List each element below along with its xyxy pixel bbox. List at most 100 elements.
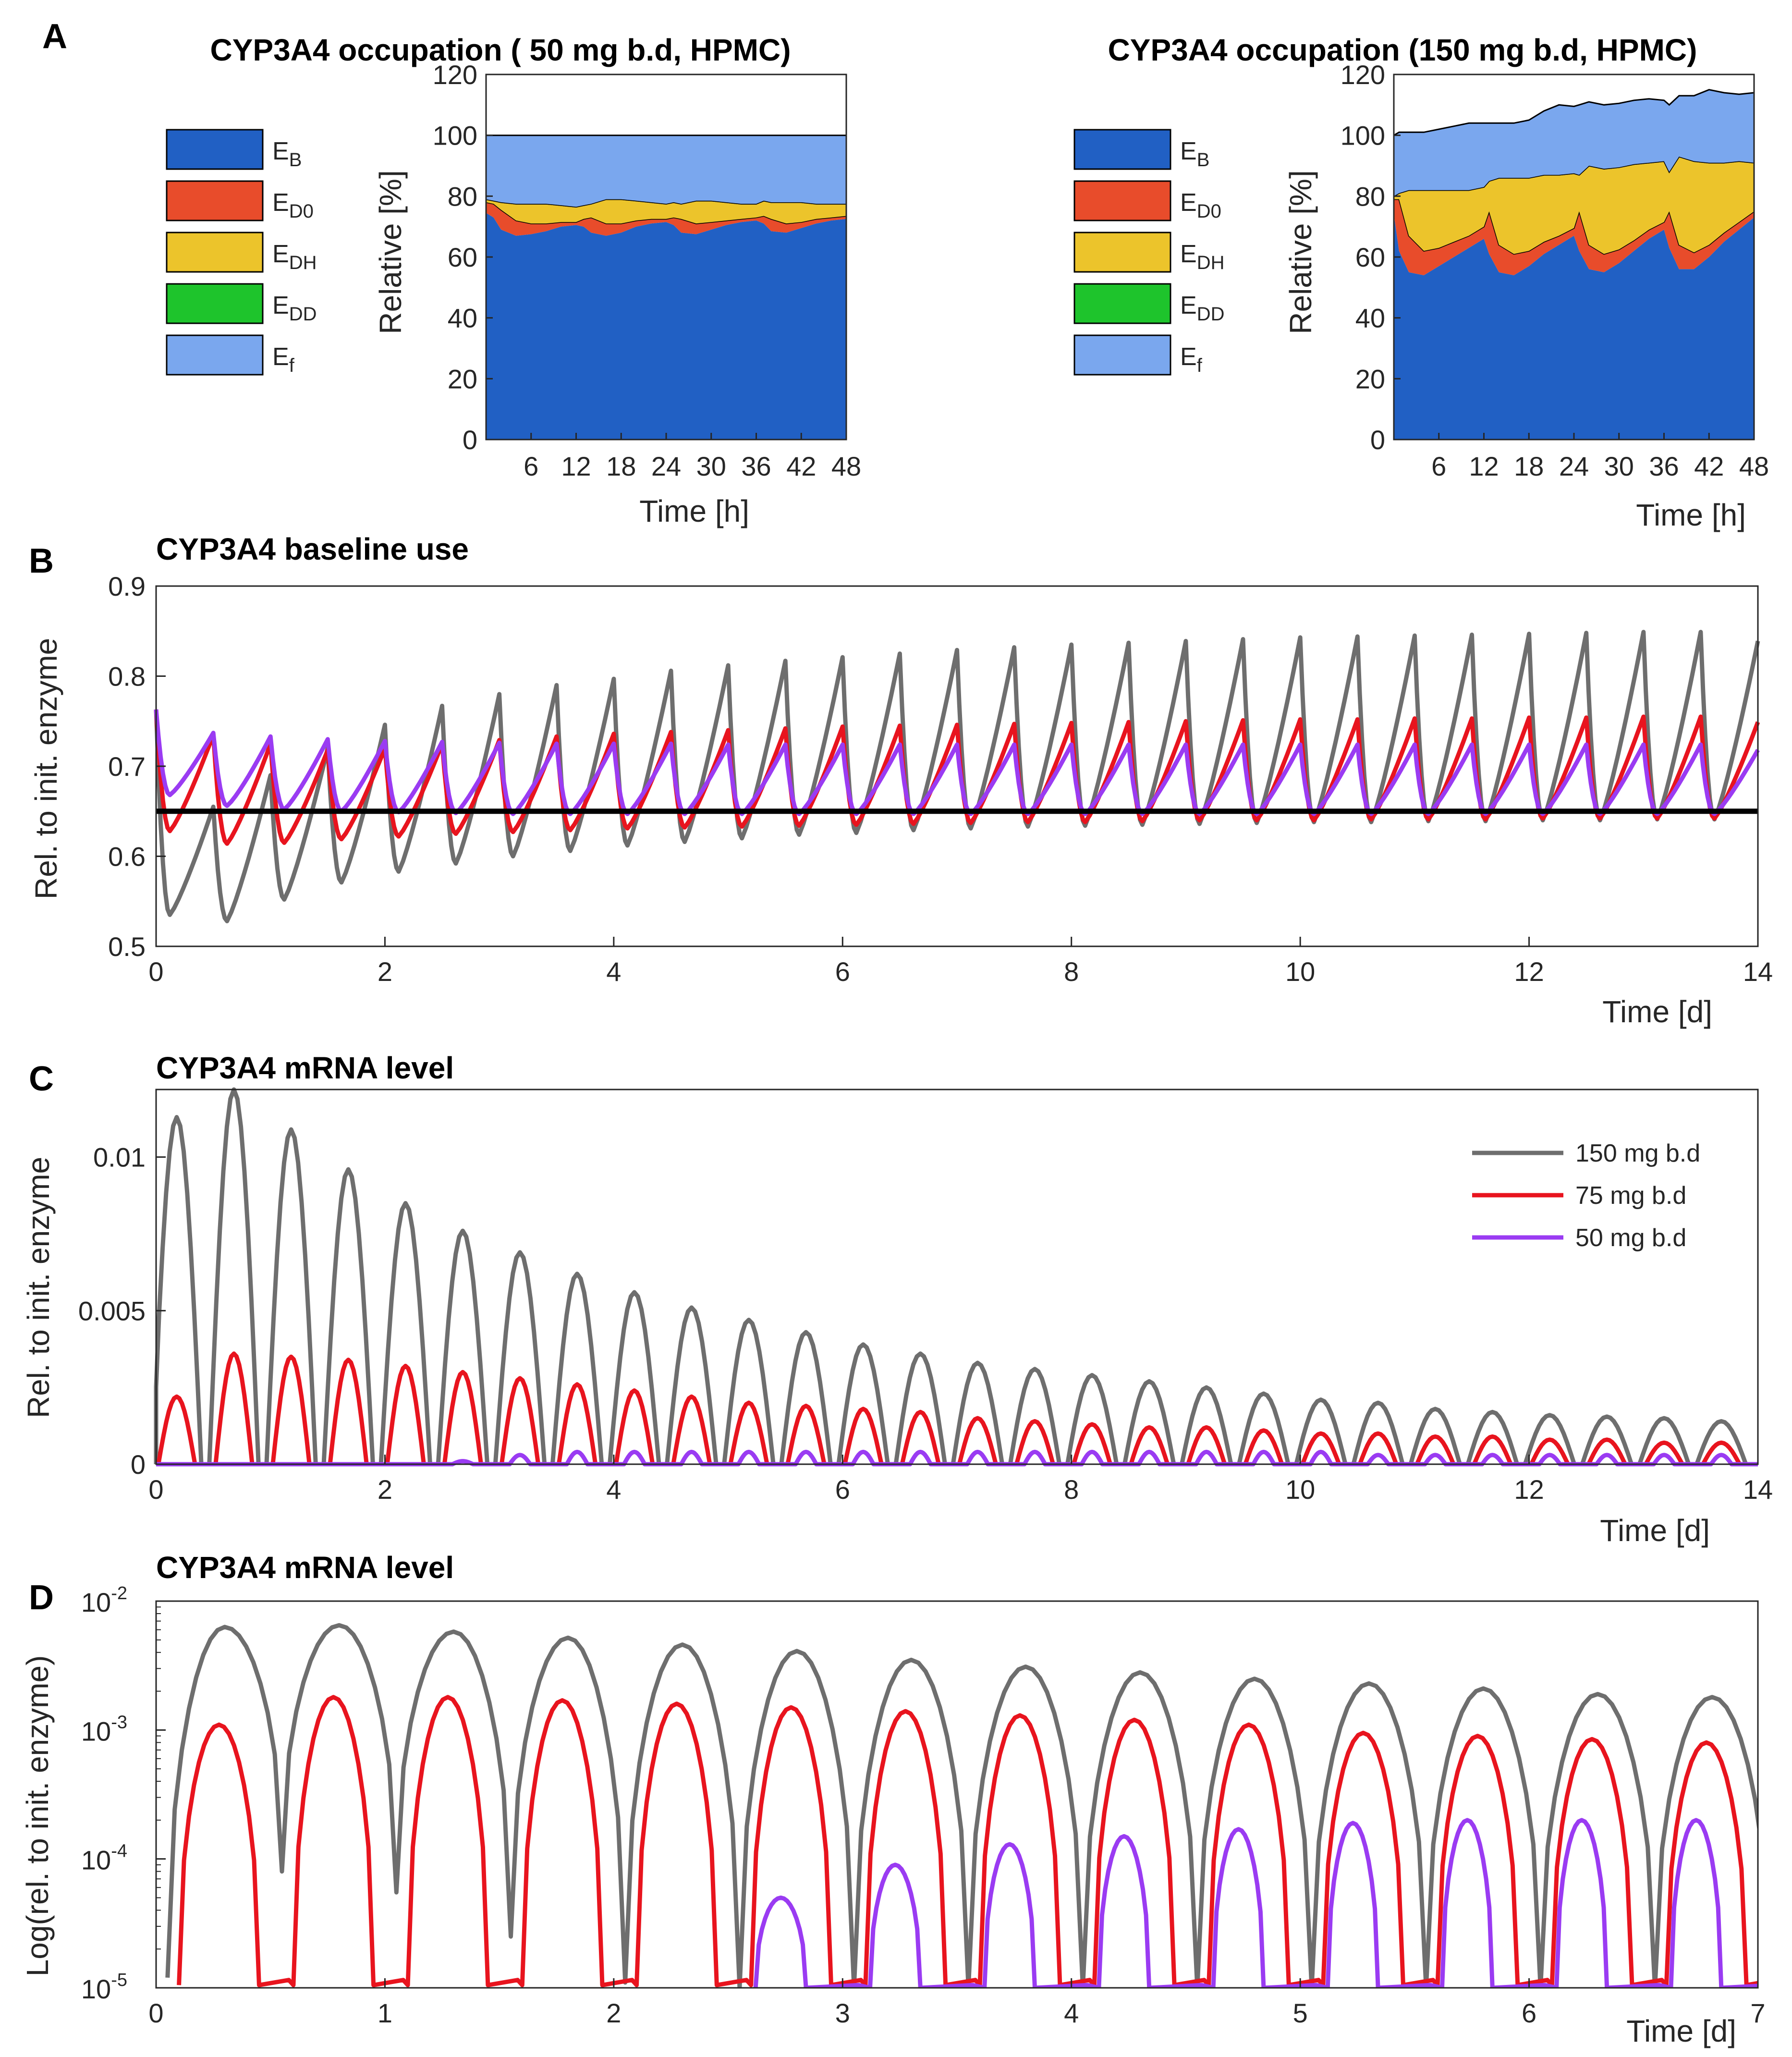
x-tick-label: 24	[1559, 451, 1589, 481]
legend-swatch	[1073, 129, 1171, 170]
plot-frame	[155, 1600, 1759, 1989]
legend-label: 50 mg b.d	[1575, 1224, 1686, 1252]
series-line	[753, 1818, 1758, 1988]
chart-a1-title: CYP3A4 occupation ( 50 mg b.d, HPMC)	[210, 33, 791, 67]
x-tick-label: 18	[1514, 451, 1544, 481]
area-e-b	[486, 213, 846, 440]
chart-c-ylabel: Rel. to init. enzyme	[21, 1157, 56, 1418]
x-tick-label: 12	[1514, 956, 1544, 987]
x-tick-label: 14	[1743, 1474, 1773, 1505]
legend-swatch	[1073, 334, 1171, 376]
x-tick-label: 5	[1293, 1998, 1308, 2028]
legend-swatch	[166, 129, 264, 170]
x-tick-label: 10	[1285, 956, 1315, 987]
chart-d-lines	[165, 1623, 1758, 1988]
area-e-b	[1394, 214, 1754, 440]
y-tick-label: 10-3	[81, 1712, 127, 1746]
legend-subscript: DH	[1197, 252, 1225, 273]
y-tick-label: 100	[1341, 121, 1385, 151]
chart-a1-xlabel: Time [h]	[639, 494, 749, 528]
area-e-f-edge	[1393, 89, 1755, 136]
y-tick-label: 0	[1370, 425, 1385, 455]
y-tick-label: 0.6	[108, 842, 146, 872]
y-tick-label: 40	[448, 303, 477, 333]
y-tick-label: 20	[1355, 364, 1385, 394]
legend-label: ED0	[272, 189, 314, 222]
panel-letter-c: C	[29, 1060, 54, 1098]
y-tick-label: 0.01	[93, 1142, 146, 1173]
y-tick-label: 0.9	[108, 571, 146, 601]
y-tick-label: 20	[448, 364, 477, 394]
area-e-dh	[486, 199, 846, 224]
x-tick-label: 2	[378, 1474, 392, 1505]
series-line	[154, 709, 1760, 846]
x-tick-label: 42	[1694, 451, 1724, 481]
x-tick-label: 14	[1743, 956, 1773, 987]
chart-d-ylabel: Log(rel. to init. enzyme)	[20, 1655, 55, 1977]
legend-swatch	[166, 283, 264, 324]
x-tick-label: 6	[524, 451, 538, 481]
panel-letter-d: D	[29, 1579, 54, 1617]
plot-area	[156, 586, 1758, 946]
x-tick-label: 0	[148, 1474, 163, 1505]
x-tick-label: 7	[1750, 1998, 1765, 2028]
y-tick-label: 0.8	[108, 661, 146, 692]
y-tick-label: 10-4	[81, 1841, 127, 1875]
legend-subscript: f	[289, 355, 295, 376]
x-tick-label: 0	[148, 956, 163, 987]
legend-subscript: B	[1197, 149, 1210, 171]
legend-label: 75 mg b.d	[1575, 1182, 1686, 1210]
plot-frame	[155, 1089, 1759, 1465]
legend-label: EDD	[1180, 292, 1224, 325]
legend-label: EB	[272, 137, 302, 171]
legend-swatch	[166, 232, 264, 273]
x-tick-label: 3	[835, 1998, 850, 2028]
x-tick-label: 0	[148, 1998, 163, 2028]
x-tick-label: 4	[606, 956, 621, 987]
y-tick-label: 60	[1355, 242, 1385, 272]
x-tick-label: 1	[378, 1998, 392, 2028]
x-tick-label: 12	[1514, 1474, 1544, 1505]
chart-b-xlabel: Time [d]	[1602, 994, 1712, 1029]
y-tick-label: 0	[463, 425, 477, 455]
series-line	[177, 1695, 1758, 1987]
chart-b-ylabel: Rel. to init. enzyme	[29, 638, 63, 899]
x-tick-label: 24	[651, 451, 681, 481]
y-tick-label: 0.005	[78, 1296, 146, 1326]
legend-label: EDD	[272, 292, 317, 325]
area-e-dh	[1394, 157, 1754, 254]
chart-a1-ylabel: Relative [%]	[373, 170, 408, 334]
x-tick-label: 36	[741, 451, 771, 481]
chart-c: CYP3A4 mRNA level 0 0.005 0.01 0 2 4 6 8 10 12 14 1…	[21, 1051, 1773, 1548]
x-tick-label: 8	[1064, 956, 1079, 987]
y-tick-label: 80	[448, 181, 477, 211]
y-tick-exponent: -2	[111, 1583, 127, 1604]
x-tick-label: 4	[606, 1474, 621, 1505]
y-tick-label: 0	[131, 1449, 146, 1480]
chart-a2-legend: EB ED0 EDH EDD Ef	[1073, 129, 1225, 376]
y-tick-label: 0.7	[108, 751, 146, 782]
legend-swatch	[166, 334, 264, 376]
panel-letter-a: A	[42, 17, 67, 56]
legend-label: Ef	[272, 343, 295, 376]
x-tick-label: 12	[561, 451, 591, 481]
legend-swatch	[1073, 232, 1171, 273]
x-tick-label: 18	[606, 451, 636, 481]
y-tick-label: 60	[448, 242, 477, 272]
x-tick-label: 48	[1739, 451, 1769, 481]
area-e-f	[1394, 89, 1754, 196]
legend-label: EDH	[272, 240, 317, 273]
legend-subscript: B	[289, 149, 302, 171]
chart-a2-title: CYP3A4 occupation (150 mg b.d, HPMC)	[1108, 33, 1697, 67]
x-tick-label: 30	[1604, 451, 1634, 481]
x-tick-label: 6	[1431, 451, 1446, 481]
legend-subscript: D0	[1197, 201, 1221, 222]
x-tick-label: 4	[1064, 1998, 1079, 2028]
series-line	[165, 1623, 1758, 1988]
x-tick-label: 36	[1649, 451, 1679, 481]
x-tick-label: 6	[835, 1474, 850, 1505]
legend-label: ED0	[1180, 189, 1221, 222]
y-tick-label: 80	[1355, 181, 1385, 211]
y-tick-label: 120	[1341, 60, 1385, 90]
x-tick-label: 2	[378, 956, 392, 987]
